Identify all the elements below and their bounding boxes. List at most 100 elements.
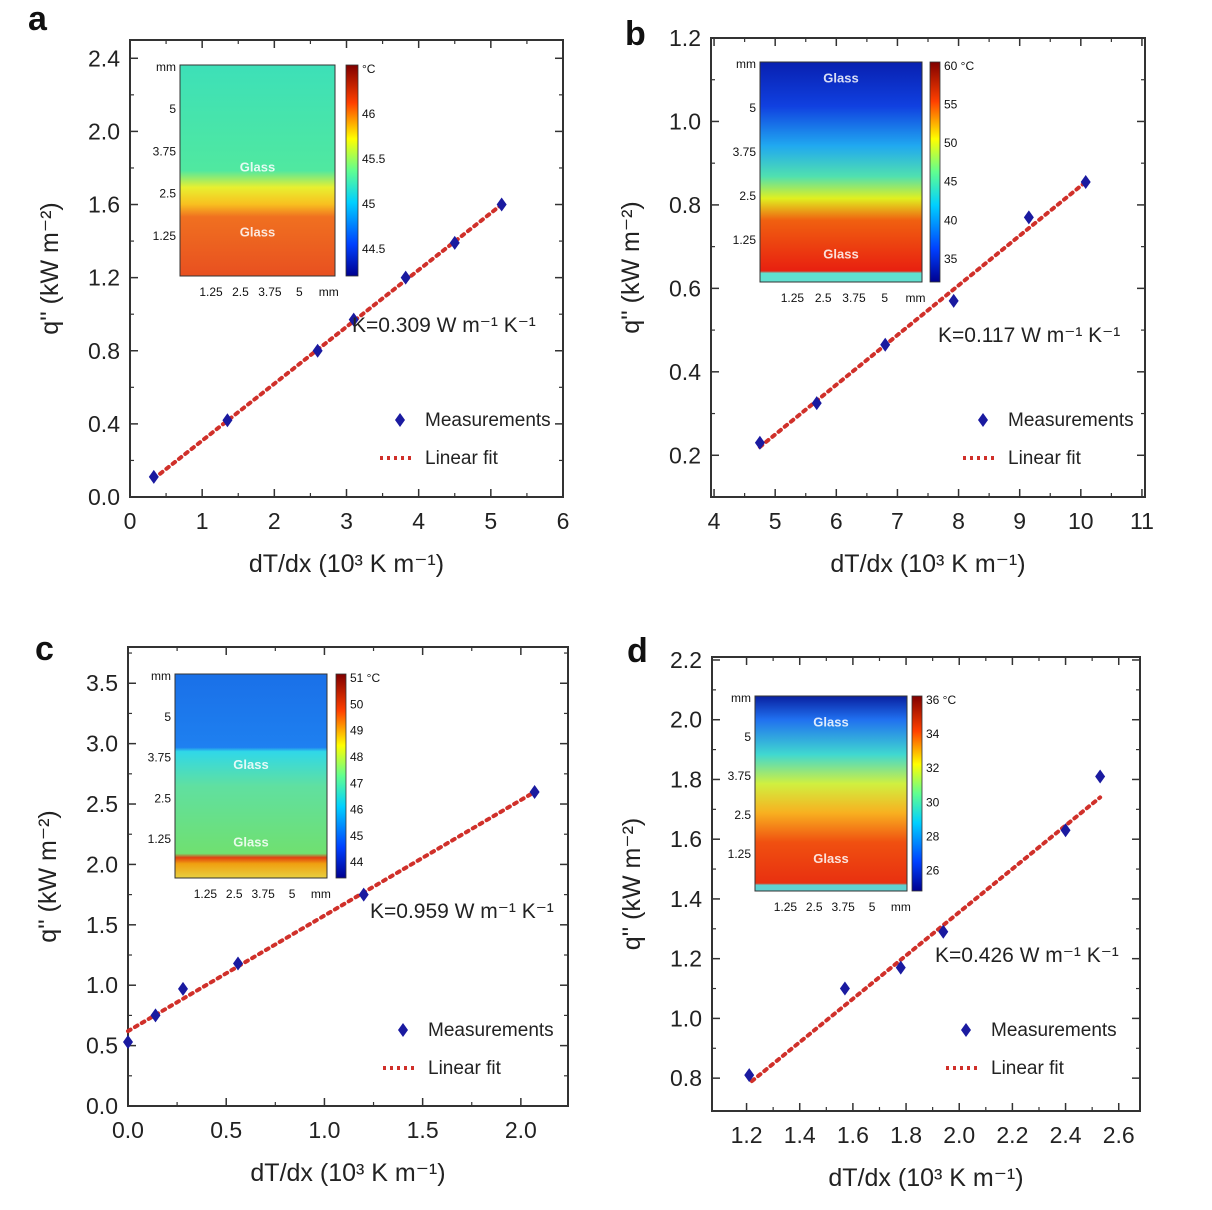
inset-y-label: 2.5 — [159, 187, 176, 201]
measurement-point — [1095, 769, 1106, 784]
y-tick-label: 0.5 — [86, 1033, 118, 1059]
region-label-glass: Glass — [233, 834, 268, 849]
y-tick-label: 3.5 — [86, 670, 118, 696]
measurement-point — [938, 924, 949, 939]
legend-marker-measurements — [961, 1023, 971, 1037]
colorbar-label: 45 — [350, 829, 364, 843]
legend-label-linear-fit: Linear fit — [428, 1058, 502, 1079]
colorbar-label: 44 — [350, 855, 364, 869]
inset-x-label: 2.5 — [815, 291, 832, 305]
measurement-point — [895, 960, 906, 975]
legend-label-measurements: Measurements — [425, 410, 551, 431]
x-tick-label: 1.4 — [784, 1122, 816, 1148]
y-tick-label: 2.2 — [670, 647, 702, 673]
y-axis-label: q'' (kW m⁻²) — [34, 810, 62, 942]
colorbar-label: 26 — [926, 864, 940, 878]
inset-x-label: 5 — [869, 900, 876, 914]
thermal-image — [174, 673, 328, 879]
x-tick-label: 1 — [196, 508, 209, 534]
legend-label-measurements: Measurements — [1008, 410, 1134, 431]
inset-thermal-image: mm 5 3.75 2.5 1.25 1.25 2.5 3.75 5 mm 51 °C 50 49 48 4… — [148, 669, 381, 901]
inset-y-label: 1.25 — [733, 233, 757, 247]
conductivity-annotation: K=0.426 W m⁻¹ K⁻¹ — [935, 944, 1119, 967]
linear-fit-line — [757, 179, 1088, 449]
inset-thermal-image: mm 5 3.75 2.5 1.25 1.25 2.5 3.75 5 mm °C 46 45.5 45 44… — [153, 60, 386, 299]
inset-x-label: 2.5 — [806, 900, 823, 914]
y-tick-label: 0.8 — [669, 192, 701, 218]
x-tick-label: 2 — [268, 508, 281, 534]
measurement-point — [148, 469, 159, 484]
plot-frame — [711, 656, 1141, 1112]
region-label-glass: Glass — [813, 851, 848, 866]
colorbar-label: 45 — [362, 197, 376, 211]
measurement-point — [496, 197, 507, 212]
inset-y-label: mm — [151, 669, 171, 683]
inset-y-label: 3.75 — [728, 769, 752, 783]
x-tick-label: 4 — [412, 508, 425, 534]
inset-y-label: 1.25 — [153, 229, 177, 243]
inset-x-label: 1.25 — [781, 291, 805, 305]
x-tick-label: 2.4 — [1050, 1122, 1082, 1148]
conductivity-annotation: K=0.309 W m⁻¹ K⁻¹ — [352, 314, 536, 337]
x-tick-label: 11 — [1130, 508, 1154, 534]
colorbar — [929, 61, 941, 283]
measurement-point — [744, 1068, 755, 1083]
y-tick-label: 0.0 — [86, 1093, 118, 1119]
panel-letter: c — [35, 630, 54, 668]
inset-x-label: 1.25 — [774, 900, 798, 914]
inset-y-label: 2.5 — [739, 189, 756, 203]
inset-x-label: 3.75 — [842, 291, 866, 305]
y-tick-label: 1.6 — [670, 826, 702, 852]
x-tick-label: 1.8 — [890, 1122, 922, 1148]
legend-marker-measurements — [978, 413, 988, 427]
colorbar-label: 49 — [350, 724, 364, 738]
panel-letter: d — [627, 632, 648, 670]
y-axis-label: q'' (kW m⁻²) — [618, 818, 646, 950]
colorbar-label: 48 — [350, 750, 364, 764]
colorbar-label: 36 °C — [926, 693, 956, 707]
inset-y-label: mm — [736, 57, 756, 71]
y-tick-label: 2.4 — [88, 45, 120, 71]
y-tick-label: 1.0 — [669, 108, 701, 134]
x-tick-label: 1.0 — [308, 1117, 340, 1143]
panel-a: a0 1 2 3 4 5 60.00.40.81.21.62.02.4dT/dx (10³ … — [28, 0, 569, 578]
inset-y-label: 3.75 — [733, 145, 757, 159]
x-tick-label: 5 — [484, 508, 497, 534]
conductivity-annotation: K=0.117 W m⁻¹ K⁻¹ — [938, 324, 1120, 347]
colorbar — [345, 64, 359, 277]
thermal-image — [759, 61, 923, 283]
y-tick-label: 1.4 — [670, 886, 702, 912]
inset-x-label: 5 — [881, 291, 888, 305]
colorbar-label: 50 — [944, 136, 958, 150]
inset-y-label: 5 — [744, 730, 751, 744]
x-tick-label: 0 — [124, 508, 137, 534]
measurement-point — [123, 1034, 133, 1049]
thermal-image — [179, 64, 336, 277]
legend-label-linear-fit: Linear fit — [425, 448, 499, 469]
y-tick-label: 1.2 — [88, 265, 120, 291]
measurement-point — [880, 337, 891, 352]
legend-label-linear-fit: Linear fit — [1008, 448, 1082, 469]
x-tick-label: 4 — [708, 508, 721, 534]
colorbar-label: 47 — [350, 776, 364, 790]
colorbar-label: 50 — [350, 697, 364, 711]
inset-x-label: 1.25 — [199, 285, 223, 299]
y-tick-label: 1.0 — [86, 972, 118, 998]
inset-x-label: 3.75 — [258, 285, 282, 299]
panel-c: c 0.0 0.5 1.0 1.5 2.0 0.0 0.5 1.0 1.5 2.0 2.5 3.0 3.5… — [34, 630, 569, 1187]
linear-fit-line — [126, 789, 537, 1034]
inset-y-label: 5 — [169, 102, 176, 116]
measurement-point — [233, 956, 243, 971]
y-tick-label: 0.8 — [88, 338, 120, 364]
linear-fit-line — [749, 795, 1103, 1084]
x-tick-label: 0.5 — [210, 1117, 242, 1143]
inset-y-label: mm — [156, 60, 176, 74]
x-tick-label: 9 — [1013, 508, 1026, 534]
panel-letter: a — [28, 0, 48, 38]
y-tick-label: 0.6 — [669, 275, 701, 301]
measurement-point — [811, 396, 822, 411]
colorbar-label: 45 — [944, 175, 958, 189]
y-tick-label: 1.0 — [670, 1005, 702, 1031]
panel-d: d 1.2 1.4 1.6 1.8 2.0 2.2 2.4 2.6 0.8 1.0 1.2 1.4 1.6… — [618, 632, 1141, 1192]
